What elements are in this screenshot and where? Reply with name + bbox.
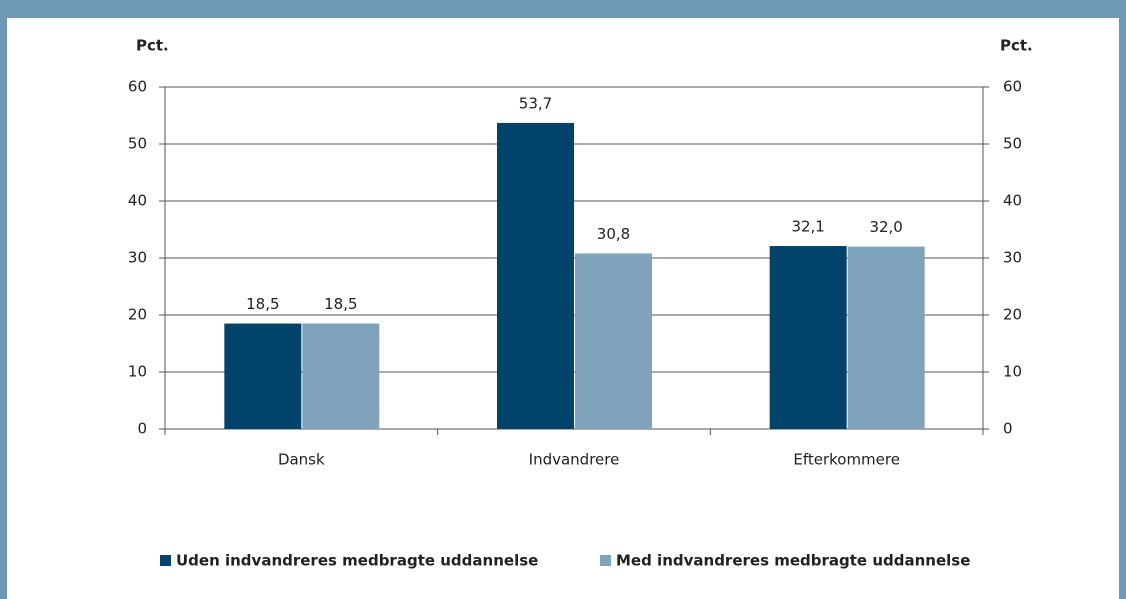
y2-tick-label: 20	[1003, 306, 1022, 324]
right-border	[1119, 0, 1126, 599]
y-tick-label: 60	[128, 78, 147, 96]
bar	[575, 253, 652, 429]
y-tick-label: 0	[137, 420, 147, 438]
legend-label: Med indvandreres medbragte uddannelse	[616, 552, 970, 570]
y2-tick-label: 40	[1003, 192, 1022, 210]
value-label: 32,1	[791, 218, 824, 236]
y-tick-label: 20	[128, 306, 147, 324]
value-label: 18,5	[324, 295, 357, 313]
bar	[224, 323, 302, 429]
y-tick-label: 50	[128, 135, 147, 153]
legend-label: Uden indvandreres medbragte uddannelse	[176, 552, 538, 570]
x-tick-label: Indvandrere	[529, 451, 620, 469]
x-tick-label: Efterkommere	[793, 451, 900, 469]
y2-tick-label: 30	[1003, 249, 1022, 267]
x-tick-label: Dansk	[278, 451, 325, 469]
header-strip	[0, 0, 1126, 18]
bar	[497, 122, 574, 429]
y-tick-label: 40	[128, 192, 147, 210]
bar	[847, 246, 925, 429]
bar	[302, 323, 380, 429]
legend-swatch	[600, 555, 611, 566]
y-tick-label: 30	[128, 249, 147, 267]
left-border	[0, 0, 7, 599]
bar	[769, 246, 847, 429]
value-label: 53,7	[519, 94, 552, 112]
value-label: 18,5	[246, 295, 279, 313]
value-label: 30,8	[597, 225, 630, 243]
legend-swatch	[160, 555, 171, 566]
y2-axis-label: Pct.	[1000, 37, 1033, 55]
y2-tick-label: 10	[1003, 363, 1022, 381]
value-label: 32,0	[869, 218, 902, 236]
y2-tick-label: 50	[1003, 135, 1022, 153]
y2-tick-label: 0	[1003, 420, 1013, 438]
y-axis-label: Pct.	[136, 37, 169, 55]
y2-tick-label: 60	[1003, 78, 1022, 96]
y-tick-label: 10	[128, 363, 147, 381]
